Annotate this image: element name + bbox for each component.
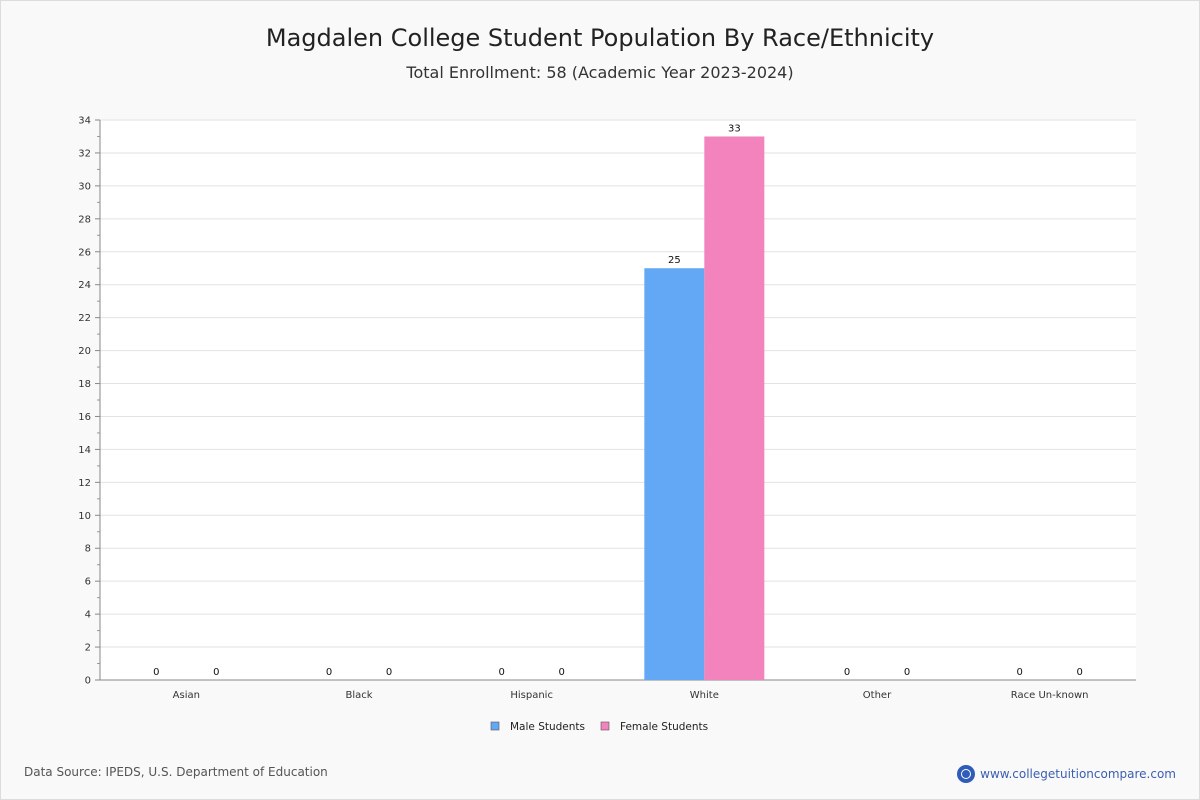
y-tick-label: 30 <box>78 181 91 192</box>
y-tick-label: 22 <box>78 313 91 324</box>
x-tick-label: Black <box>345 690 372 701</box>
y-tick-label: 18 <box>78 379 91 390</box>
data-label: 0 <box>498 667 504 678</box>
data-source: Data Source: IPEDS, U.S. Department of E… <box>24 765 328 779</box>
y-tick-label: 2 <box>85 643 91 654</box>
data-label: 0 <box>844 667 850 678</box>
plot-area <box>100 120 1136 680</box>
y-tick-label: 8 <box>85 544 91 555</box>
data-label: 33 <box>728 123 741 134</box>
brand-link[interactable]: www.collegetuitioncompare.com <box>957 765 1176 783</box>
y-tick-label: 12 <box>78 478 91 489</box>
bar <box>704 136 765 680</box>
legend-swatch <box>490 721 500 731</box>
data-label: 25 <box>668 255 681 266</box>
y-tick-label: 28 <box>78 214 91 225</box>
y-tick-label: 34 <box>78 116 91 127</box>
data-label: 0 <box>1016 667 1022 678</box>
x-tick-label: Other <box>863 690 892 701</box>
x-tick-label: Race Un-known <box>1011 690 1089 701</box>
data-label: 0 <box>213 667 219 678</box>
y-tick-label: 24 <box>78 280 91 291</box>
y-tick-label: 14 <box>78 445 91 456</box>
data-label: 0 <box>153 667 159 678</box>
x-tick-label: White <box>690 690 719 701</box>
legend-label: Female Students <box>620 721 708 733</box>
data-label: 0 <box>904 667 910 678</box>
chart-subtitle: Total Enrollment: 58 (Academic Year 2023… <box>406 63 794 82</box>
y-tick-label: 32 <box>78 148 91 159</box>
legend: Male Students Female Students <box>490 721 708 733</box>
x-tick-label: Hispanic <box>510 690 553 701</box>
data-label: 0 <box>326 667 332 678</box>
y-tick-label: 0 <box>85 676 91 687</box>
y-tick-label: 16 <box>78 412 91 423</box>
data-label: 0 <box>386 667 392 678</box>
x-tick-label: Asian <box>173 690 200 701</box>
y-tick-label: 6 <box>85 577 91 588</box>
data-label: 0 <box>1076 667 1082 678</box>
brand-logo-icon <box>957 765 976 783</box>
y-tick-label: 4 <box>85 610 91 621</box>
bar <box>644 268 705 680</box>
brand-url: www.collegetuitioncompare.com <box>980 767 1176 781</box>
legend-label: Male Students <box>510 721 585 733</box>
data-label: 0 <box>558 667 564 678</box>
y-tick-label: 10 <box>78 511 91 522</box>
y-tick-label: 20 <box>78 346 91 357</box>
legend-swatch <box>600 721 610 731</box>
chart-title: Magdalen College Student Population By R… <box>265 24 935 52</box>
y-tick-label: 26 <box>78 247 91 258</box>
